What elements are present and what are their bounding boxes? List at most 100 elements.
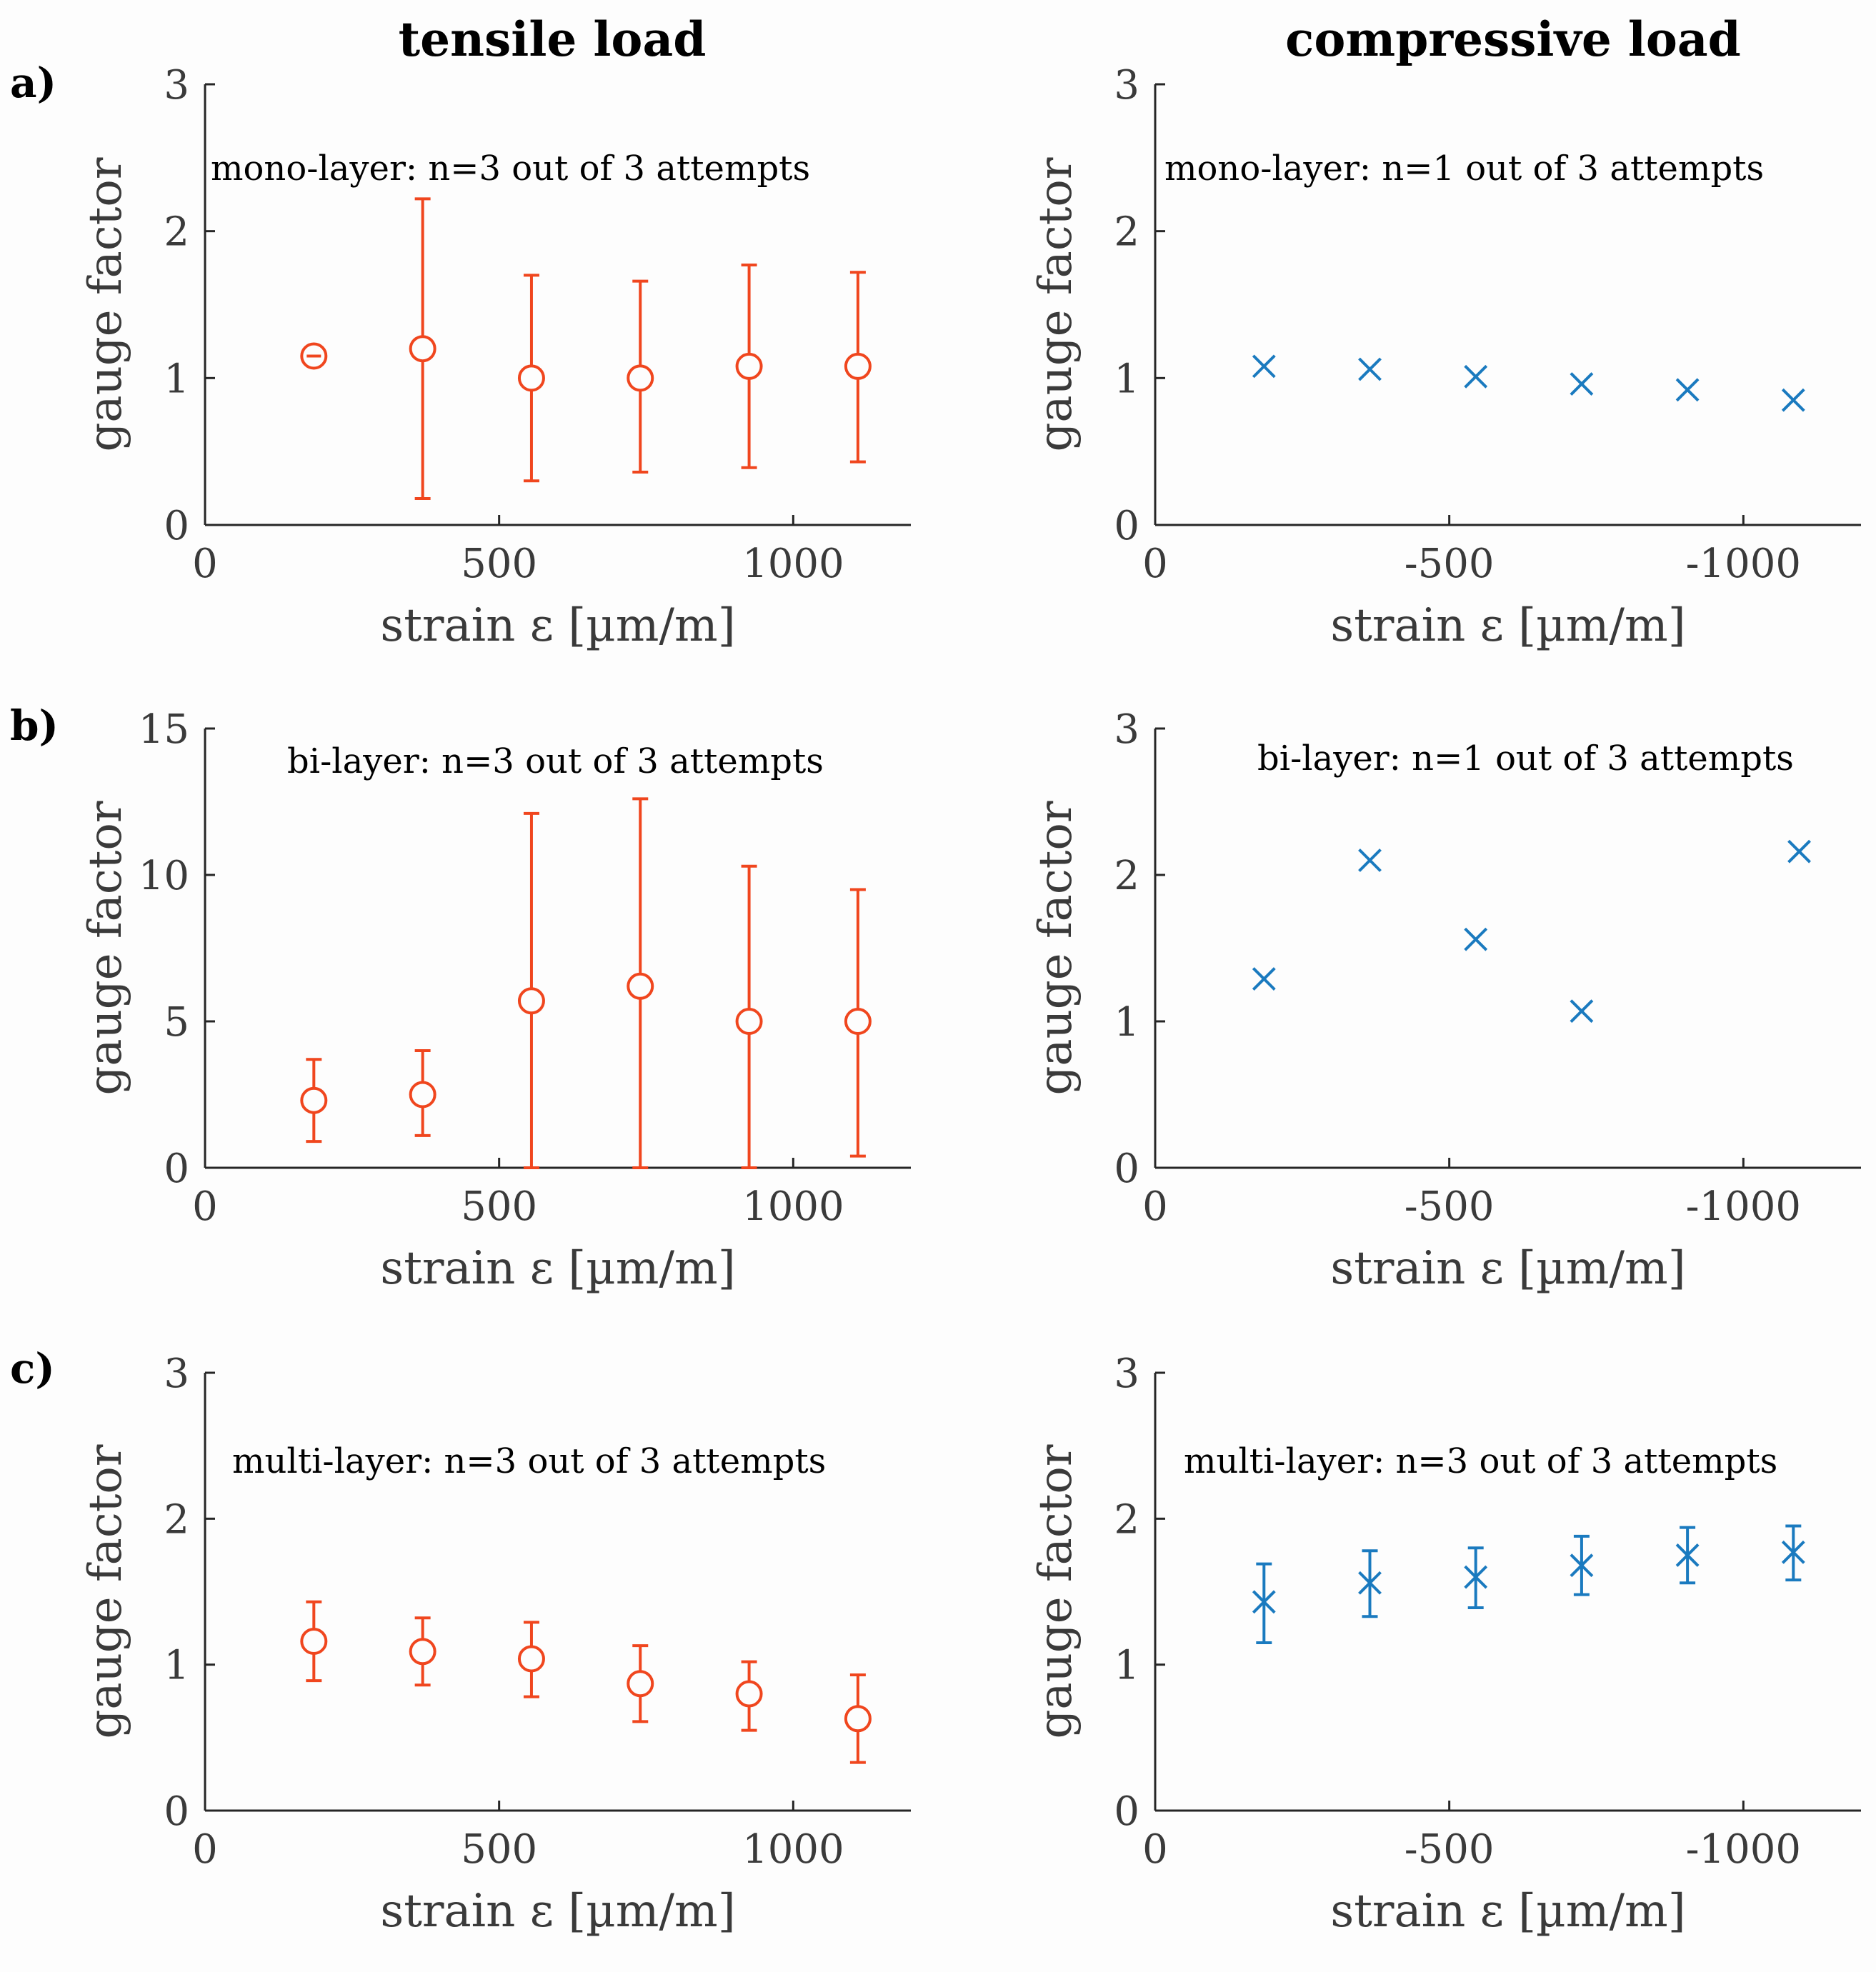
x-marker-stroke <box>1675 378 1700 402</box>
x-marker-stroke <box>1570 1553 1594 1578</box>
data-point <box>1570 999 1594 1023</box>
y-tick-label: 3 <box>164 62 189 109</box>
data-point <box>735 864 763 1169</box>
y-tick-label: 1 <box>1114 999 1139 1046</box>
circle-marker <box>627 364 654 392</box>
x-marker-stroke <box>1570 999 1594 1023</box>
data-point <box>1675 378 1700 402</box>
x-marker-stroke <box>1570 372 1594 396</box>
row-label-a: a) <box>10 59 56 107</box>
data-point <box>1252 967 1276 991</box>
y-tick-label: 2 <box>1114 1496 1139 1543</box>
y-tick-label: 0 <box>1114 1788 1139 1835</box>
circle-marker <box>735 352 763 380</box>
circle-marker <box>844 1008 872 1035</box>
data-point <box>409 1616 436 1687</box>
x-tick-label: 0 <box>1142 1826 1168 1873</box>
y-tick-label: 2 <box>1114 853 1139 899</box>
data-point <box>1781 1524 1805 1582</box>
x-tick-label: 1000 <box>742 541 844 587</box>
data-point <box>844 1673 872 1764</box>
x-tick-label: 0 <box>1142 1183 1168 1230</box>
data-point <box>1358 1549 1382 1618</box>
circle-marker <box>517 364 545 392</box>
y-axis-label: gauge factor <box>79 157 132 451</box>
data-point <box>1570 1534 1594 1596</box>
x-marker-stroke <box>1358 1571 1382 1595</box>
circle-marker <box>735 1680 763 1708</box>
row-label-b: b) <box>10 701 59 750</box>
circle-marker <box>517 1645 545 1673</box>
data-point <box>844 271 872 464</box>
data-point <box>1781 388 1805 412</box>
data-point <box>627 797 654 1169</box>
data-point <box>1252 1562 1276 1645</box>
y-tick-label: 3 <box>1114 62 1139 109</box>
y-tick-label: 3 <box>164 1351 189 1397</box>
circle-marker <box>409 335 436 363</box>
circle-marker <box>627 1670 654 1698</box>
circle-marker <box>409 1081 436 1108</box>
circle-marker <box>627 972 654 1000</box>
data-point <box>735 1660 763 1732</box>
data-point <box>517 274 545 483</box>
data-point <box>735 263 763 469</box>
data-point <box>1675 1526 1700 1585</box>
circle-marker <box>517 987 545 1015</box>
y-tick-label: 2 <box>164 1496 189 1543</box>
data-point <box>844 888 872 1158</box>
x-tick-label: -1000 <box>1686 1183 1801 1230</box>
circle-marker <box>300 1627 328 1655</box>
panel-annotation: mono-layer: n=3 out of 3 attempts <box>211 149 810 189</box>
panel-annotation: multi-layer: n=3 out of 3 attempts <box>232 1441 826 1481</box>
data-point <box>1358 849 1382 872</box>
circle-marker <box>300 1086 328 1114</box>
y-tick-label: 1 <box>164 1643 189 1689</box>
y-tick-label: 2 <box>1114 209 1139 256</box>
data-point <box>517 1621 545 1698</box>
x-marker-stroke <box>1358 849 1382 872</box>
x-marker-stroke <box>1252 354 1276 379</box>
y-tick-label: 0 <box>164 503 189 549</box>
panel-annotation: mono-layer: n=1 out of 3 attempts <box>1164 149 1764 189</box>
x-tick-label: 500 <box>461 1826 537 1873</box>
x-tick-label: 0 <box>1142 541 1168 587</box>
y-tick-label: 1 <box>164 356 189 402</box>
circle-marker <box>844 352 872 380</box>
circle-marker <box>735 1008 763 1035</box>
y-tick-label: 2 <box>164 209 189 256</box>
y-tick-label: 1 <box>1114 356 1139 402</box>
data-point <box>627 279 654 474</box>
data-point <box>1358 357 1382 381</box>
x-tick-label: 0 <box>192 541 218 587</box>
data-point <box>409 1049 436 1137</box>
circle-marker <box>844 1705 872 1733</box>
y-tick-label: 3 <box>1114 706 1139 753</box>
x-marker-stroke <box>1464 927 1488 951</box>
x-tick-label: 0 <box>192 1183 218 1230</box>
panel-annotation: bi-layer: n=3 out of 3 attempts <box>287 741 824 781</box>
x-marker-stroke <box>1358 357 1382 381</box>
x-tick-label: 500 <box>461 541 537 587</box>
y-tick-label: 0 <box>164 1788 189 1835</box>
x-tick-label: 500 <box>461 1183 537 1230</box>
x-marker-stroke <box>1787 839 1811 864</box>
x-tick-label: 1000 <box>742 1826 844 1873</box>
y-tick-label: 15 <box>139 706 189 753</box>
y-tick-label: 5 <box>164 999 189 1046</box>
panel-annotation: multi-layer: n=3 out of 3 attempts <box>1184 1441 1777 1481</box>
y-axis-label: gauge factor <box>1029 157 1082 451</box>
y-tick-label: 10 <box>139 853 189 899</box>
data-point <box>517 811 545 1169</box>
x-axis-label: strain ε [µm/m] <box>1330 599 1685 652</box>
data-point <box>1464 927 1488 951</box>
row-label-c: c) <box>10 1344 55 1393</box>
y-axis-label: gauge factor <box>79 801 132 1095</box>
x-marker-stroke <box>1464 1565 1488 1589</box>
data-point <box>1464 364 1488 389</box>
